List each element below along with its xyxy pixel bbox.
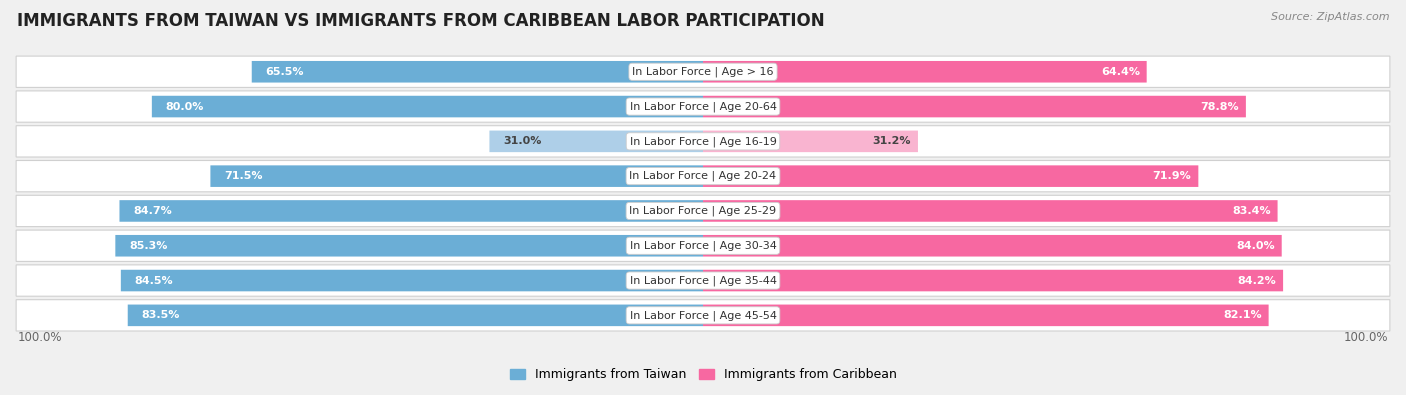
FancyBboxPatch shape xyxy=(703,270,1284,292)
Text: 64.4%: 64.4% xyxy=(1101,67,1140,77)
FancyBboxPatch shape xyxy=(15,160,1391,192)
Text: 71.9%: 71.9% xyxy=(1153,171,1191,181)
FancyBboxPatch shape xyxy=(703,131,918,152)
Text: 100.0%: 100.0% xyxy=(17,331,62,344)
FancyBboxPatch shape xyxy=(489,131,703,152)
Text: 65.5%: 65.5% xyxy=(266,67,304,77)
Text: Source: ZipAtlas.com: Source: ZipAtlas.com xyxy=(1271,12,1389,22)
FancyBboxPatch shape xyxy=(15,230,1391,261)
FancyBboxPatch shape xyxy=(15,300,1391,331)
Text: 83.5%: 83.5% xyxy=(142,310,180,320)
FancyBboxPatch shape xyxy=(703,200,1278,222)
FancyBboxPatch shape xyxy=(703,96,1246,117)
Text: In Labor Force | Age 45-54: In Labor Force | Age 45-54 xyxy=(630,310,776,321)
Text: In Labor Force | Age 35-44: In Labor Force | Age 35-44 xyxy=(630,275,776,286)
Text: In Labor Force | Age 30-34: In Labor Force | Age 30-34 xyxy=(630,241,776,251)
Text: 71.5%: 71.5% xyxy=(224,171,263,181)
Text: In Labor Force | Age 25-29: In Labor Force | Age 25-29 xyxy=(630,206,776,216)
FancyBboxPatch shape xyxy=(211,166,703,187)
FancyBboxPatch shape xyxy=(121,270,703,292)
Text: 85.3%: 85.3% xyxy=(129,241,167,251)
Text: IMMIGRANTS FROM TAIWAN VS IMMIGRANTS FROM CARIBBEAN LABOR PARTICIPATION: IMMIGRANTS FROM TAIWAN VS IMMIGRANTS FRO… xyxy=(17,12,824,30)
Text: 84.7%: 84.7% xyxy=(134,206,172,216)
FancyBboxPatch shape xyxy=(115,235,703,256)
Text: 82.1%: 82.1% xyxy=(1223,310,1261,320)
FancyBboxPatch shape xyxy=(703,61,1147,83)
Text: 84.2%: 84.2% xyxy=(1237,276,1277,286)
Text: In Labor Force | Age 16-19: In Labor Force | Age 16-19 xyxy=(630,136,776,147)
Text: 80.0%: 80.0% xyxy=(166,102,204,111)
FancyBboxPatch shape xyxy=(120,200,703,222)
FancyBboxPatch shape xyxy=(152,96,703,117)
Text: In Labor Force | Age 20-64: In Labor Force | Age 20-64 xyxy=(630,101,776,112)
Text: 31.2%: 31.2% xyxy=(873,136,911,147)
Text: 100.0%: 100.0% xyxy=(1344,331,1389,344)
FancyBboxPatch shape xyxy=(703,305,1268,326)
FancyBboxPatch shape xyxy=(15,265,1391,296)
FancyBboxPatch shape xyxy=(15,91,1391,122)
Text: 84.5%: 84.5% xyxy=(135,276,173,286)
FancyBboxPatch shape xyxy=(128,305,703,326)
Text: 31.0%: 31.0% xyxy=(503,136,541,147)
FancyBboxPatch shape xyxy=(703,235,1282,256)
Text: 84.0%: 84.0% xyxy=(1236,241,1275,251)
Text: 83.4%: 83.4% xyxy=(1232,206,1271,216)
FancyBboxPatch shape xyxy=(15,56,1391,87)
Legend: Immigrants from Taiwan, Immigrants from Caribbean: Immigrants from Taiwan, Immigrants from … xyxy=(505,363,901,386)
FancyBboxPatch shape xyxy=(252,61,703,83)
FancyBboxPatch shape xyxy=(15,195,1391,227)
Text: 78.8%: 78.8% xyxy=(1201,102,1239,111)
FancyBboxPatch shape xyxy=(703,166,1198,187)
Text: In Labor Force | Age > 16: In Labor Force | Age > 16 xyxy=(633,66,773,77)
FancyBboxPatch shape xyxy=(15,126,1391,157)
Text: In Labor Force | Age 20-24: In Labor Force | Age 20-24 xyxy=(630,171,776,181)
